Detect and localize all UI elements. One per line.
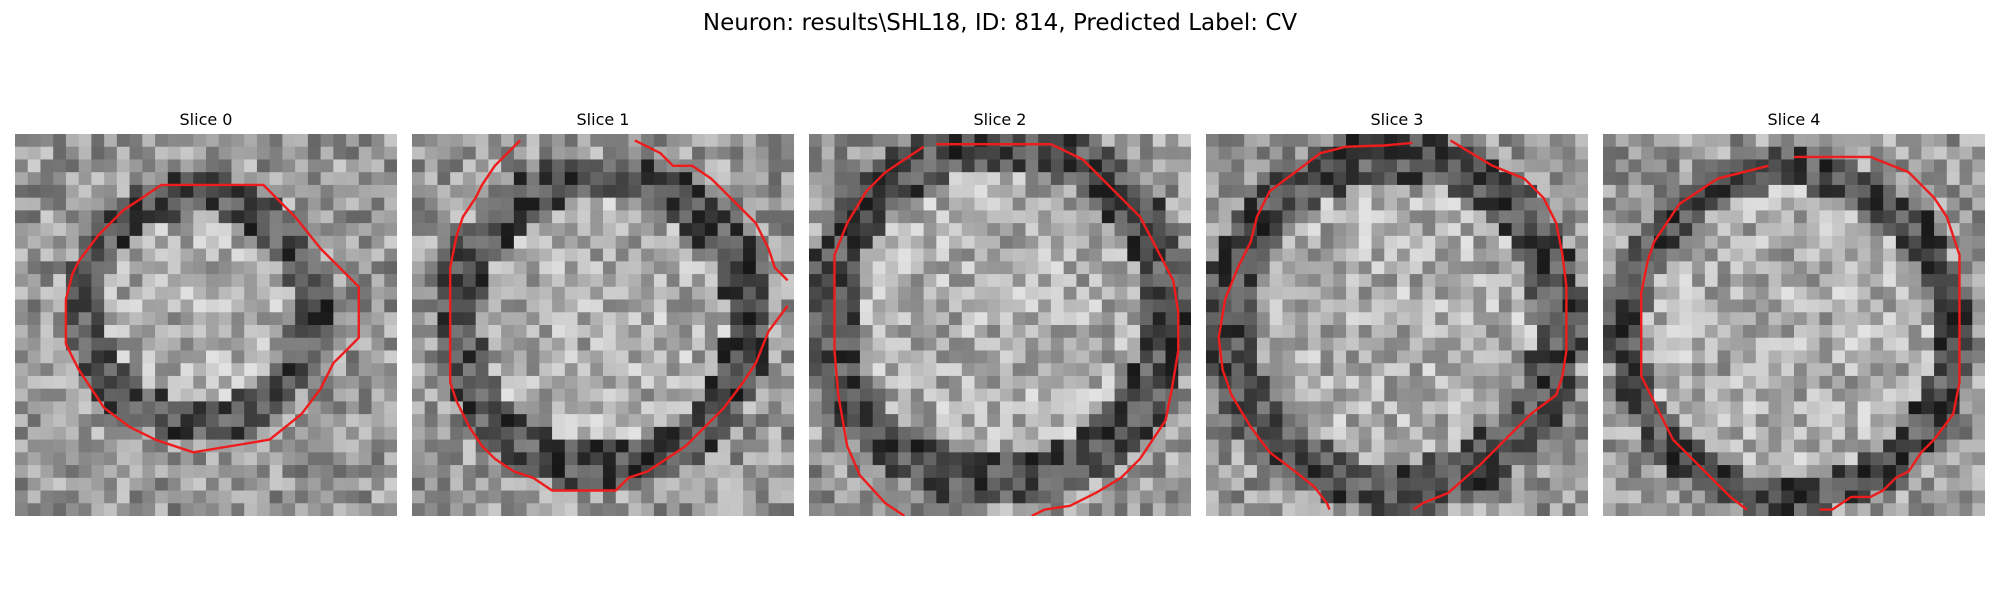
segmentation-contour bbox=[833, 145, 925, 516]
slice-panel-1: Slice 1 bbox=[412, 108, 794, 516]
segmentation-contour bbox=[1217, 141, 1413, 511]
slice-panel-2: Slice 2 bbox=[809, 108, 1191, 516]
slice-title: Slice 3 bbox=[1370, 110, 1424, 129]
slice-panel-0: Slice 0 bbox=[15, 108, 397, 516]
slice-panel-3: Slice 3 bbox=[1206, 108, 1588, 516]
slice-title: Slice 2 bbox=[973, 110, 1027, 129]
slice-title: Slice 0 bbox=[179, 110, 233, 129]
slice-image bbox=[412, 134, 794, 516]
segmentation-contour bbox=[1412, 139, 1568, 511]
segmentation-contour bbox=[634, 139, 789, 282]
slice-image bbox=[1206, 134, 1588, 516]
segmentation-contour bbox=[936, 142, 1180, 516]
segmentation-contour bbox=[1640, 164, 1769, 511]
figure-title: Neuron: results\SHL18, ID: 814, Predicte… bbox=[702, 10, 1298, 36]
segmentation-contour bbox=[64, 183, 360, 454]
segmentation-contour bbox=[1794, 155, 1961, 511]
slice-title: Slice 1 bbox=[576, 110, 630, 129]
slice-image bbox=[1603, 134, 1985, 516]
slice-image bbox=[15, 134, 397, 516]
slice-panel-4: Slice 4 bbox=[1603, 108, 1985, 516]
slice-title: Slice 4 bbox=[1767, 110, 1821, 129]
segmentation-contour bbox=[449, 139, 789, 492]
slice-image bbox=[809, 134, 1191, 516]
